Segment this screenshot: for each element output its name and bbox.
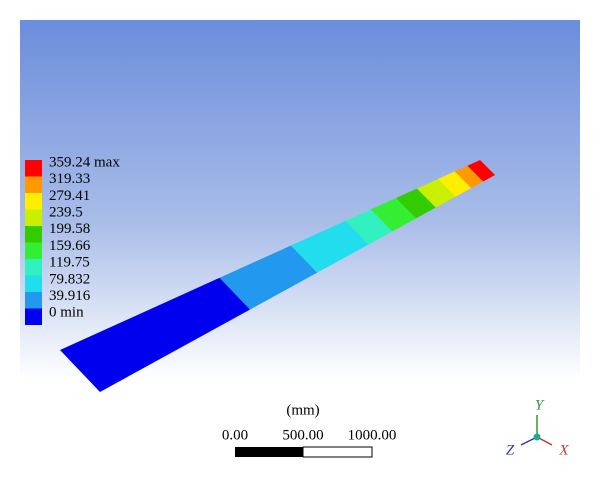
scale-bar <box>235 447 303 457</box>
blade-segment <box>454 165 484 189</box>
legend-swatch <box>25 308 42 325</box>
legend-label: 79.832 <box>49 271 90 287</box>
axis-x: X <box>558 442 569 458</box>
blade-segment <box>370 198 416 232</box>
blade-segment <box>417 179 456 208</box>
legend-label: 39.916 <box>49 288 91 304</box>
legend-label: 199.58 <box>49 221 90 237</box>
legend-swatch <box>25 176 42 193</box>
legend-label: 239.5 <box>49 205 83 221</box>
legend-label: 359.24 max <box>49 154 120 170</box>
legend: 359.24 max319.33279.41239.5199.58159.661… <box>25 154 120 325</box>
triad: Y X Z <box>506 397 570 458</box>
legend-label: 159.66 <box>49 238 91 254</box>
scale-label: 0.00 <box>222 427 248 443</box>
scale-bar <box>302 446 373 458</box>
blade-segment <box>219 245 318 310</box>
scale-unit: (mm) <box>286 402 319 418</box>
blade-segment <box>467 160 495 182</box>
legend-swatch <box>25 292 42 309</box>
blade-segment <box>291 220 369 273</box>
scale-label: 1000.00 <box>348 427 397 443</box>
legend-label: 319.33 <box>49 171 90 187</box>
blade <box>60 160 495 392</box>
legend-swatch <box>25 209 42 226</box>
legend-label: 279.41 <box>49 188 90 204</box>
legend-swatch <box>25 160 42 177</box>
legend-swatch <box>25 275 42 292</box>
scale-label: 500.00 <box>282 427 323 443</box>
blade-segment <box>396 188 436 219</box>
blade-segment <box>345 209 393 245</box>
legend-swatch <box>25 226 42 243</box>
legend-swatch <box>25 242 42 259</box>
blade-segment <box>438 171 472 197</box>
legend-swatch <box>25 259 42 276</box>
legend-swatch <box>25 193 42 210</box>
axis-z: Z <box>506 442 515 458</box>
blade-segment <box>60 277 251 392</box>
legend-label: 0 min <box>49 305 84 321</box>
axis-y: Y <box>535 397 545 413</box>
legend-label: 119.75 <box>49 255 90 271</box>
